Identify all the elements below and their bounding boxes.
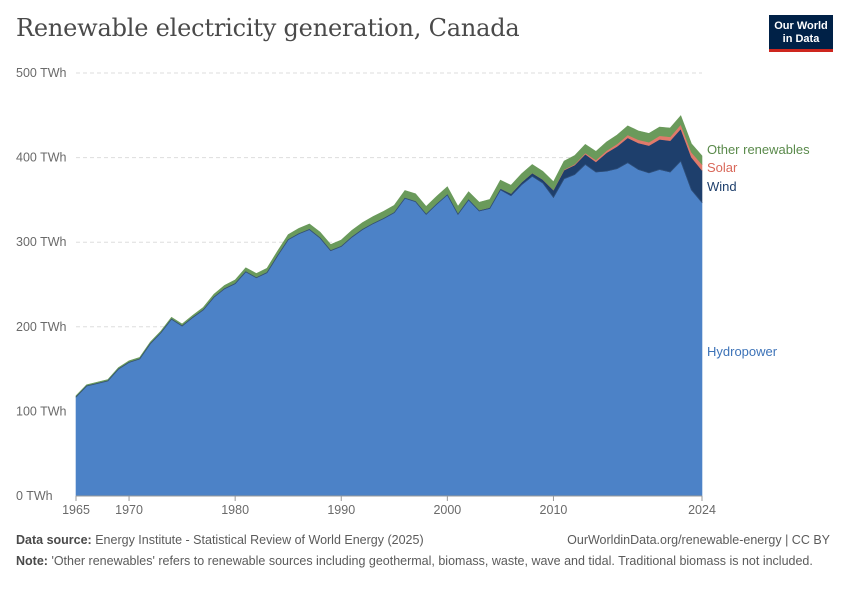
series-label-other-renewables: Other renewables [707,142,810,157]
logo-line-1: Our World [774,20,828,32]
y-tick-label: 100 TWh [16,404,67,418]
source-url-link[interactable]: OurWorldinData.org/renewable-energy | CC… [567,533,830,547]
y-tick-label: 400 TWh [16,151,67,165]
x-tick-label: 1970 [115,503,143,517]
chart-title: Renewable electricity generation, Canada [16,14,520,42]
x-tick-label: 1980 [221,503,249,517]
y-tick-label: 500 TWh [16,66,67,80]
x-tick-label: 2010 [540,503,568,517]
x-tick-label: 2000 [433,503,461,517]
logo-line-2: in Data [782,33,820,45]
y-tick-label: 200 TWh [16,320,67,334]
y-tick-label: 0 TWh [16,489,53,503]
data-source: Data source: Energy Institute - Statisti… [16,533,424,547]
x-tick-label: 1965 [62,503,90,517]
series-label-solar: Solar [707,160,738,175]
hydropower-outline [75,160,703,398]
chart-note: Note: 'Other renewables' refers to renew… [16,553,816,569]
note-label: Note: [16,554,48,568]
note-text: 'Other renewables' refers to renewable s… [51,554,813,568]
x-tick-label: 1990 [327,503,355,517]
area-chart: 0 TWh 100 TWh 200 TWh 300 TWh 400 TWh 500 TWh… [16,66,810,517]
data-source-label: Data source: [16,533,92,547]
series-label-wind: Wind [707,179,737,194]
owid-logo[interactable]: Our World in Data [769,15,833,52]
data-source-text: Energy Institute - Statistical Review of… [95,533,424,547]
x-tick-label: 2024 [688,503,716,517]
series-label-hydropower: Hydropower [707,344,778,359]
y-tick-label: 300 TWh [16,235,67,249]
